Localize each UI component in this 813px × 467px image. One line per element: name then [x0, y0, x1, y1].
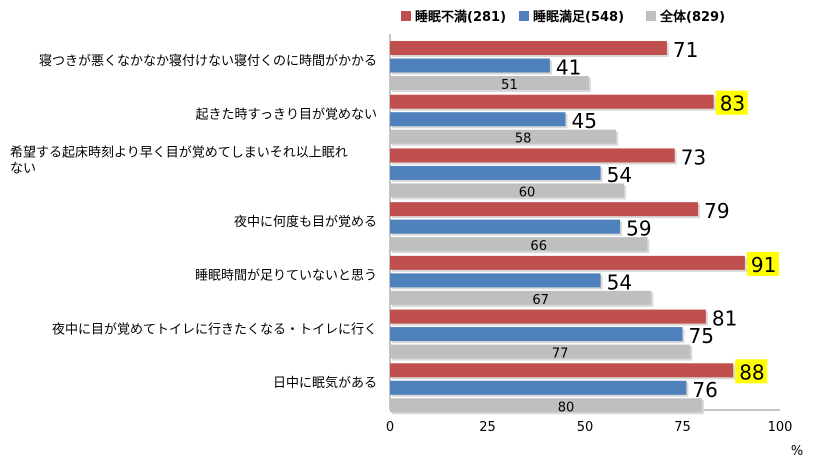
data-label: 54 [607, 270, 632, 294]
data-label: 91 [751, 253, 776, 277]
data-label: 59 [626, 217, 651, 241]
data-label: 54 [607, 163, 632, 187]
data-label: 45 [572, 109, 597, 133]
data-label: 77 [552, 347, 569, 362]
data-label: 73 [681, 145, 706, 169]
category-label: 夜中に目が覚めてトイレに行きたくなる・トイレに行く [52, 322, 377, 337]
legend: 睡眠不満(281) 睡眠満足(548) 全体(829) [401, 9, 725, 25]
bar [390, 273, 601, 288]
bar [390, 344, 691, 359]
bar [390, 94, 714, 109]
bar [390, 380, 687, 395]
data-label: 71 [673, 38, 698, 62]
legend-swatch [646, 11, 656, 21]
bar [390, 112, 566, 127]
legend-label: 睡眠満足(548) [533, 9, 624, 25]
bar [390, 309, 706, 324]
category-label: 夜中に何度も目が覚める [234, 214, 377, 230]
category-label: 日中に眠気がある [273, 375, 377, 391]
bar [390, 202, 699, 217]
legend-label: 睡眠不満(281) [415, 9, 506, 25]
data-label: 51 [501, 78, 518, 93]
category-label: 寝つきが悪くなかなか寝付けない寝付くのに時間がかかる [39, 53, 377, 69]
category-label: 睡眠時間が足りていないと思う [195, 269, 377, 284]
legend-swatch [519, 11, 529, 21]
data-label: 41 [556, 56, 581, 80]
data-label: 67 [532, 293, 549, 308]
unit-label: % [791, 444, 803, 459]
data-label: 58 [515, 132, 532, 147]
data-label-highlight [735, 359, 768, 384]
data-label: 60 [519, 185, 536, 200]
legend-swatch [401, 11, 411, 21]
bar [390, 148, 675, 163]
x-tick-label: 0 [386, 420, 394, 435]
data-label: 83 [720, 92, 745, 116]
bar [390, 165, 601, 180]
x-tick-label: 50 [577, 420, 594, 435]
data-label-highlight [746, 251, 779, 276]
data-label-highlight [715, 90, 748, 115]
bar [390, 219, 621, 234]
data-label: 79 [704, 199, 729, 223]
x-tick-label: 75 [674, 420, 691, 435]
bar [390, 398, 702, 413]
category-labels: 寝つきが悪くなかなか寝付けない寝付くのに時間がかかる起きた時すっきり目が覚めない… [10, 53, 377, 391]
data-label: 81 [712, 307, 737, 331]
category-label: 起きた時すっきり目が覚めない [196, 108, 377, 123]
data-label: 75 [689, 324, 714, 348]
bar [390, 290, 652, 305]
x-tick-label: 25 [479, 420, 496, 435]
data-label: 88 [739, 360, 764, 384]
data-label: 76 [692, 378, 717, 402]
bar [390, 327, 683, 342]
x-tick-label: 100 [768, 420, 793, 435]
bar [390, 41, 667, 55]
data-label: 66 [530, 239, 547, 254]
bar [390, 129, 617, 144]
bar [390, 76, 589, 90]
category-label: 希望する起床時刻より早く目が覚めてしまいそれ以上眠れない [10, 144, 348, 176]
bar [390, 237, 648, 252]
bar [390, 58, 550, 73]
bar [390, 363, 734, 378]
bar [390, 255, 745, 270]
x-axis: 0 25 50 75 100 [386, 420, 793, 435]
bar [390, 183, 624, 198]
data-label: 80 [558, 400, 575, 415]
legend-label: 全体(829) [659, 9, 725, 25]
